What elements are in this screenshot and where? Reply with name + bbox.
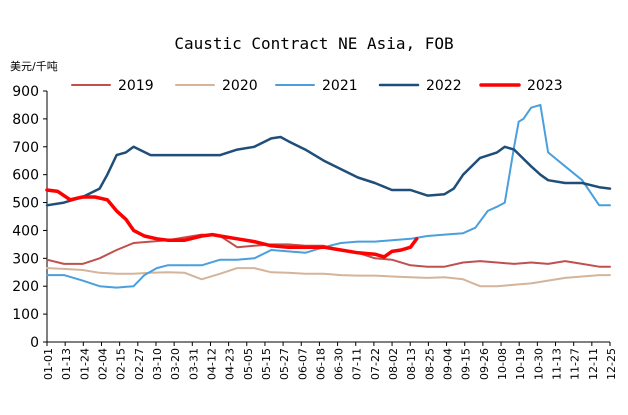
x-tick-label: 12-11 bbox=[587, 348, 600, 380]
legend: 2019 2020 2021 2022 2023 bbox=[71, 78, 563, 94]
y-tick-label: 0 bbox=[30, 335, 39, 351]
x-tick-label: 08-02 bbox=[387, 348, 400, 380]
y-tick-label: 700 bbox=[12, 140, 39, 156]
legend-label-2021: 2021 bbox=[322, 78, 358, 94]
y-tick-label: 600 bbox=[12, 168, 39, 184]
y-unit-label: 美元/千吨 bbox=[10, 60, 58, 73]
x-tick-label: 07-11 bbox=[351, 348, 364, 380]
series-lines bbox=[45, 103, 612, 289]
x-tick-label: 09-04 bbox=[442, 348, 455, 380]
x-tick-label: 10-30 bbox=[532, 348, 545, 380]
x-tick-label: 08-25 bbox=[423, 348, 436, 380]
x-tick-label: 11-13 bbox=[551, 348, 564, 380]
y-tick-label: 400 bbox=[12, 223, 39, 239]
y-axis: 0 100 200 300 400 500 600 700 800 900 bbox=[12, 84, 48, 351]
x-tick-label: 04-12 bbox=[205, 348, 218, 380]
series-line-2021 bbox=[46, 103, 611, 289]
y-tick-label: 900 bbox=[12, 84, 39, 100]
y-tick-label: 100 bbox=[12, 307, 39, 323]
chart-title: Caustic Contract NE Asia, FOB bbox=[174, 34, 453, 53]
x-tick-label: 11-27 bbox=[569, 348, 582, 380]
legend-label-2023: 2023 bbox=[527, 78, 563, 94]
x-tick-label: 01-13 bbox=[60, 348, 73, 380]
x-axis: 01-01 01-13 01-24 02-04 02-15 02-27 03-10 03-20… bbox=[42, 341, 618, 380]
x-tick-label: 01-24 bbox=[78, 348, 91, 380]
x-tick-label: 05-15 bbox=[260, 348, 273, 380]
legend-label-2020: 2020 bbox=[222, 78, 258, 94]
y-tick-label: 500 bbox=[12, 196, 39, 212]
x-tick-label: 01-01 bbox=[42, 348, 55, 380]
y-tick-label: 800 bbox=[12, 112, 39, 128]
legend-label-2019: 2019 bbox=[118, 78, 154, 94]
x-tick-label: 06-30 bbox=[333, 348, 346, 380]
y-tick-label: 300 bbox=[12, 251, 39, 267]
y-tick-label: 200 bbox=[12, 279, 39, 295]
x-tick-label: 06-07 bbox=[296, 348, 309, 380]
series-line-2020 bbox=[46, 267, 611, 288]
series-line-2022 bbox=[45, 135, 612, 207]
x-tick-label: 02-15 bbox=[115, 348, 128, 380]
x-tick-label: 04-23 bbox=[224, 348, 237, 380]
x-tick-label: 10-08 bbox=[496, 348, 509, 380]
x-tick-label: 02-04 bbox=[96, 348, 109, 380]
x-tick-label: 03-10 bbox=[151, 348, 164, 380]
x-tick-label: 12-25 bbox=[605, 348, 618, 380]
x-tick-label: 06-18 bbox=[314, 348, 327, 380]
x-tick-label: 03-20 bbox=[169, 348, 182, 380]
x-tick-label: 08-13 bbox=[405, 348, 418, 380]
x-tick-label: 07-22 bbox=[369, 348, 382, 380]
x-tick-label: 05-27 bbox=[278, 348, 291, 380]
x-tick-label: 09-15 bbox=[460, 348, 473, 380]
series-line-2023 bbox=[45, 188, 419, 259]
legend-label-2022: 2022 bbox=[426, 78, 462, 94]
x-tick-label: 09-26 bbox=[478, 348, 491, 380]
x-tick-label: 10-19 bbox=[514, 348, 527, 380]
x-tick-label: 02-27 bbox=[133, 348, 146, 380]
x-tick-label: 03-31 bbox=[187, 348, 200, 380]
x-tick-label: 05-05 bbox=[242, 348, 255, 380]
